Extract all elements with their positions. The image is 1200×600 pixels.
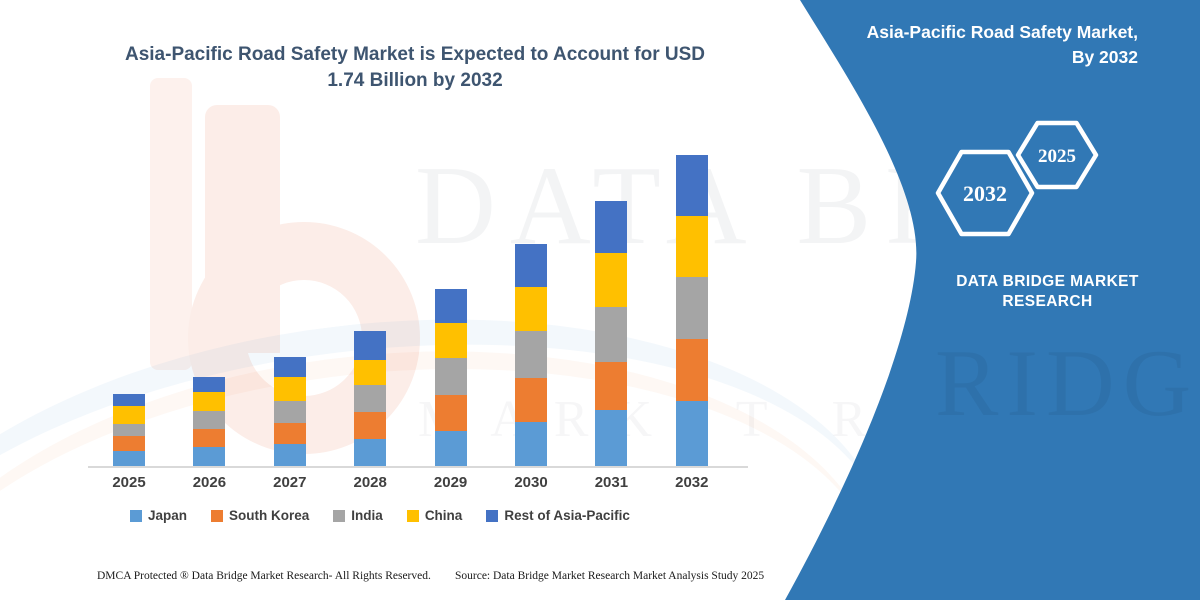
plot-area <box>88 140 748 468</box>
footer-source-text: Source: Data Bridge Market Research Mark… <box>455 570 765 582</box>
legend-swatch-south-korea <box>211 509 224 522</box>
bar-segment-2030-japan <box>515 421 547 466</box>
bar-segment-2029-japan <box>434 430 467 466</box>
bar-segment-2027-south-korea <box>273 422 306 445</box>
bar-segment-2027-rest-of-asia-pacific <box>273 357 306 377</box>
bar-segment-2031-china <box>595 253 628 308</box>
bar-segment-2029-india <box>434 358 467 395</box>
bar-segment-2030-china <box>515 286 547 332</box>
bar-segment-2031-japan <box>595 410 628 466</box>
bar-segment-2032-japan <box>675 401 708 466</box>
bar-2026 <box>193 376 226 466</box>
legend-swatch-rest-of-asia-pacific <box>486 509 499 522</box>
legend-item-south-korea: South Korea <box>211 508 309 523</box>
panel-title: Asia-Pacific Road Safety Market, By 2032 <box>718 20 1138 69</box>
bar-segment-2028-rest-of-asia-pacific <box>354 331 387 360</box>
chart-title-line1: Asia-Pacific Road Safety Market is Expec… <box>124 44 705 65</box>
x-axis-label-2031: 2031 <box>594 474 629 491</box>
bar-segment-2027-china <box>273 376 306 401</box>
x-axis-labels: 2025 2026 2027 2028 2029 2030 2031 2032 <box>88 474 748 494</box>
chart-title: Asia-Pacific Road Safety Market is Expec… <box>95 42 735 93</box>
bar-segment-2031-india <box>595 307 628 363</box>
hexagon-badges: 2032 2025 <box>935 120 1099 237</box>
bar-segment-2032-china <box>675 215 708 278</box>
legend-item-india: India <box>333 508 383 523</box>
bar-segment-2028-japan <box>354 438 387 466</box>
bar-segment-2027-india <box>273 400 306 423</box>
bar-2030 <box>515 244 547 466</box>
bar-segment-2025-india <box>113 424 145 436</box>
brand-name-line2: RESEARCH <box>1002 293 1093 311</box>
bar-segment-2029-rest-of-asia-pacific <box>434 288 467 324</box>
bar-segment-2032-rest-of-asia-pacific <box>675 154 708 216</box>
bar-segment-2030-south-korea <box>515 377 547 422</box>
x-axis-label-2025: 2025 <box>112 474 146 491</box>
x-axis-label-2029: 2029 <box>433 474 468 491</box>
bar-2029 <box>434 288 467 466</box>
bar-segment-2027-japan <box>273 444 306 466</box>
brand-name-line1: DATA BRIDGE MARKET <box>956 273 1139 290</box>
bar-segment-2025-china <box>113 406 145 425</box>
bar-segment-2030-rest-of-asia-pacific <box>515 244 547 287</box>
bar-segment-2026-japan <box>193 446 226 466</box>
bar-segment-2029-china <box>434 323 467 359</box>
x-axis-label-2032: 2032 <box>675 474 709 491</box>
footer-dmca-text: DMCA Protected ® Data Bridge Market Rese… <box>97 570 431 582</box>
bar-segment-2028-south-korea <box>354 412 387 439</box>
bar-2028 <box>354 331 387 466</box>
bar-segment-2029-south-korea <box>434 394 467 431</box>
panel-title-line2: By 2032 <box>1071 46 1138 67</box>
bar-2025 <box>113 394 145 466</box>
legend-label-india: India <box>351 508 383 523</box>
brand-name: DATA BRIDGE MARKET RESEARCH <box>930 272 1165 313</box>
legend-swatch-india <box>333 509 346 522</box>
bar-2031 <box>595 200 628 466</box>
legend-item-china: China <box>406 508 463 523</box>
bar-2032 <box>675 154 708 466</box>
hexagon-2032-label: 2032 <box>963 181 1007 206</box>
x-axis-label-2027: 2027 <box>273 474 307 491</box>
panel-title-line1: Asia-Pacific Road Safety Market, <box>866 22 1138 42</box>
legend-swatch-japan <box>130 509 142 522</box>
bar-segment-2030-india <box>515 331 547 378</box>
legend-label-japan: Japan <box>148 508 188 523</box>
bar-segment-2026-china <box>193 392 226 412</box>
x-axis-label-2026: 2026 <box>192 474 227 491</box>
chart-title-line2: 1.74 Billion by 2032 <box>327 69 503 91</box>
bar-segment-2031-rest-of-asia-pacific <box>595 200 628 254</box>
legend-label-rest-of-asia-pacific: Rest of Asia-Pacific <box>504 508 630 523</box>
bar-segment-2032-south-korea <box>675 339 708 401</box>
legend-item-japan: Japan <box>130 508 187 523</box>
bar-2027 <box>273 357 306 466</box>
bar-segment-2028-china <box>354 359 387 386</box>
chart-legend: Japan South Korea India China Rest of Asia-P… <box>130 508 750 523</box>
bar-segment-2025-south-korea <box>113 436 145 451</box>
bar-segment-2025-rest-of-asia-pacific <box>113 394 145 407</box>
bar-segment-2026-south-korea <box>193 428 226 447</box>
legend-label-china: China <box>424 508 463 523</box>
legend-label-south-korea: South Korea <box>229 508 310 523</box>
bar-segment-2026-india <box>193 411 226 429</box>
x-axis-label-2028: 2028 <box>353 474 387 491</box>
hexagon-2025-label: 2025 <box>1038 146 1076 167</box>
bar-segment-2028-india <box>354 385 387 413</box>
legend-item-rest-of-asia-pacific: Rest of Asia-Pacific <box>486 508 630 523</box>
bar-segment-2032-india <box>675 277 708 340</box>
bar-segment-2031-south-korea <box>595 362 628 411</box>
bar-segment-2026-rest-of-asia-pacific <box>193 376 226 393</box>
legend-swatch-china <box>406 509 419 522</box>
x-axis-label-2030: 2030 <box>514 474 548 491</box>
bar-segment-2025-japan <box>113 451 145 466</box>
panel-watermark-fragment: RIDGE <box>935 330 1200 436</box>
